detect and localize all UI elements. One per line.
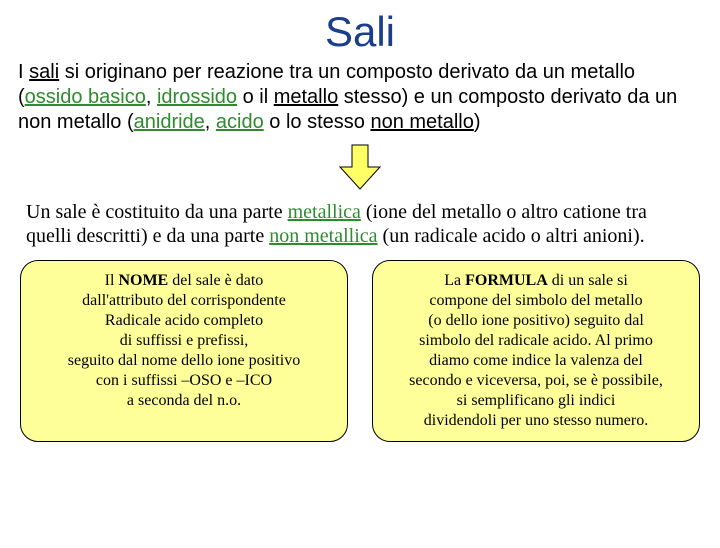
text: diamo come indice la valenza del: [429, 352, 643, 369]
text: a seconda del n.o.: [127, 392, 241, 409]
text: secondo e viceversa, poi, se è possibile…: [409, 372, 663, 389]
text: (un radicale acido o altri anioni).: [378, 225, 645, 247]
text: di suffissi e prefissi,: [120, 332, 249, 349]
page-title: Sali: [0, 8, 720, 56]
text: con i suffissi –OSO e –ICO: [96, 372, 272, 389]
text: si semplificano gli indici: [457, 392, 616, 409]
text: seguito dal nome dello ione positivo: [68, 352, 300, 369]
text: di un sale si: [548, 272, 628, 289]
formula-box: La FORMULA di un sale si compone del sim…: [372, 260, 700, 442]
text: Il: [105, 272, 119, 289]
text: La: [444, 272, 465, 289]
text: ,: [205, 111, 216, 133]
text: o il: [237, 86, 274, 108]
term-non-metallica: non metallica: [269, 225, 377, 247]
intro-paragraph: I sali si originano per reazione tra un …: [0, 60, 720, 135]
text: Un sale è costituito da una parte: [26, 201, 288, 223]
term-ossido-basico: ossido basico: [25, 86, 146, 108]
nome-box: Il NOME del sale è dato dall'attributo d…: [20, 260, 348, 442]
text: dividendoli per uno stesso numero.: [424, 412, 648, 429]
term-idrossido: idrossido: [157, 86, 237, 108]
text: compone del simbolo del metallo: [429, 292, 642, 309]
down-arrow-icon: [338, 143, 382, 191]
text: ,: [146, 86, 157, 108]
term-acido: acido: [216, 111, 264, 133]
text: Radicale acido completo: [105, 312, 263, 329]
text: (o dello ione positivo) seguito dal: [428, 312, 644, 329]
term-anidride: anidride: [134, 111, 205, 133]
text: ): [474, 111, 481, 133]
label-nome: NOME: [118, 272, 168, 289]
text: dall'attributo del corrispondente: [82, 292, 286, 309]
arrow-container: [0, 143, 720, 196]
definition-paragraph: Un sale è costituito da una parte metall…: [0, 200, 720, 248]
term-non-metallo: non metallo: [370, 111, 473, 133]
text: simbolo del radicale acido. Al primo: [419, 332, 653, 349]
text: del sale è dato: [168, 272, 263, 289]
info-boxes-row: Il NOME del sale è dato dall'attributo d…: [0, 248, 720, 442]
text: I: [18, 61, 29, 83]
term-metallo: metallo: [274, 86, 338, 108]
label-formula: FORMULA: [465, 272, 548, 289]
text: o lo stesso: [264, 111, 371, 133]
term-metallica: metallica: [288, 201, 361, 223]
term-sali: sali: [29, 61, 59, 83]
